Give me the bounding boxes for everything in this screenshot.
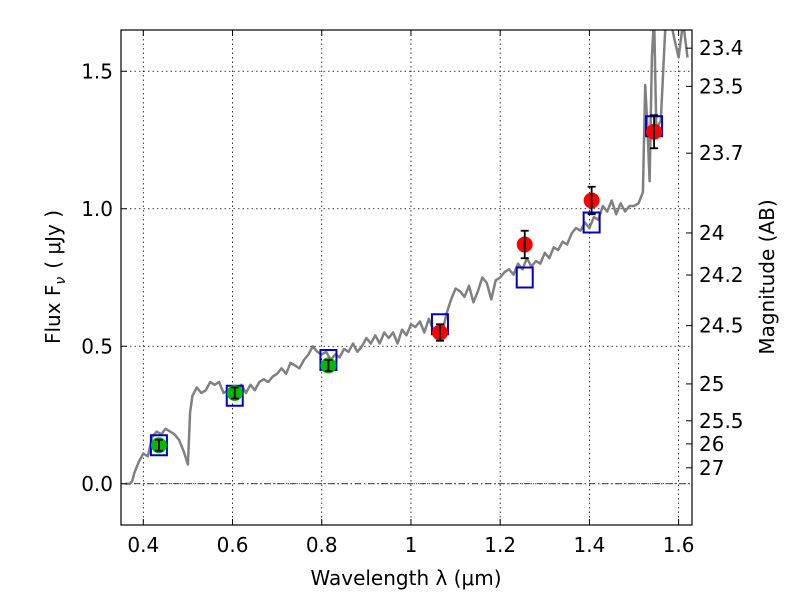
right-tick-label: 24.2 [699, 263, 744, 287]
grid-lines [121, 30, 692, 525]
x-tick-label: 1.2 [484, 533, 516, 557]
right-tick-label: 24.5 [699, 314, 744, 338]
right-tick-label: 23.5 [699, 74, 744, 98]
right-tick-label: 23.4 [699, 36, 744, 60]
plot-frame [120, 29, 693, 526]
y-tick-label: 1.0 [81, 197, 113, 221]
y-axis-label: Flux Fν ( μJy ) [41, 210, 69, 344]
right-tick-label: 25 [699, 372, 724, 396]
x-tick-label: 1.4 [573, 533, 605, 557]
x-tick-label: 0.8 [306, 533, 338, 557]
right-axis-label: Magnitude (AB) [755, 199, 779, 354]
y-tick-label: 0.5 [81, 334, 113, 358]
model-square-marker [515, 266, 534, 289]
y-tick-label: 0.0 [81, 472, 113, 496]
x-tick-label: 1 [405, 533, 418, 557]
series-layer [125, 30, 689, 486]
axis-ticks: 0.4 0.6 0.8 1 1.2 1.4 1.6 0.0 0.5 1.0 1.5 23.4 23.5 2… [81, 30, 744, 557]
x-tick-label: 0.4 [127, 533, 159, 557]
right-tick-label: 25.5 [699, 409, 744, 433]
y-tick-label: 1.5 [81, 59, 113, 83]
right-tick-label: 23.7 [699, 141, 744, 165]
right-tick-label: 26 [699, 432, 724, 456]
x-tick-label: 1.6 [663, 533, 695, 557]
spectrum-line [125, 30, 689, 486]
y-axis-label-sub: ν [53, 277, 69, 285]
y-axis-label-main: Flux F [41, 285, 65, 344]
x-tick-label: 0.6 [217, 533, 249, 557]
right-tick-label: 24 [699, 221, 724, 245]
y-axis-label-unit: ( μJy ) [41, 210, 65, 269]
right-tick-label: 27 [699, 456, 724, 480]
x-axis-label: Wavelength λ (μm) [310, 566, 501, 590]
